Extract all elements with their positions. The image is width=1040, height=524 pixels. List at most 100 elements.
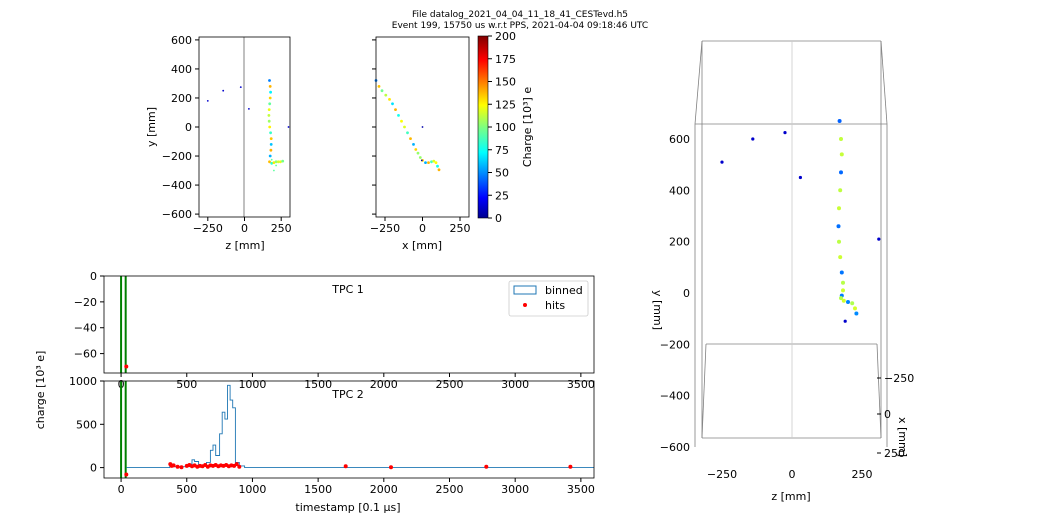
xy-track-point	[384, 93, 388, 97]
xy-x-tick-label: 0	[419, 222, 426, 235]
3d-y-tick-label: 0	[683, 287, 690, 300]
3d-track-point	[839, 152, 844, 157]
3d-scatter-point	[877, 237, 881, 241]
tpc1-x-tick-label: 1000	[238, 378, 266, 391]
tpc2-series	[120, 381, 594, 478]
zy-track-point	[269, 90, 272, 94]
3d-track-point	[850, 301, 855, 306]
colorbar-label: Charge [10³] e	[521, 87, 534, 167]
colorbar-tick-label: 175	[495, 53, 516, 66]
zy-track-point	[267, 119, 271, 123]
tpc1-hit-point	[124, 364, 129, 369]
legend-hits-label: hits	[545, 299, 565, 312]
xy-x-tick-label: −250	[370, 222, 400, 235]
3d-view-panel: −600 −400 −200 0 200 400 600 −250 0 250 −250 0 250…	[651, 40, 914, 503]
xy-track-point	[406, 131, 409, 135]
zy-y-tick-label: 400	[171, 63, 192, 76]
3d-track-point	[853, 306, 857, 311]
figure-title-line1: File datalog_2021_04_04_11_18_41_CESTevd…	[412, 10, 628, 20]
tpc1-panel-label: TPC 1	[331, 283, 364, 296]
xy-x-ticks: −250 0 250	[370, 217, 471, 235]
zy-y-tick-label: −400	[162, 179, 192, 192]
legend-hits-marker	[523, 303, 527, 307]
zy-track-point	[267, 114, 271, 117]
tpc2-hit-point	[175, 464, 180, 469]
tpc2-y-tick-label: 500	[76, 418, 97, 431]
zy-track-point	[268, 102, 272, 106]
xy-track-point	[424, 161, 427, 165]
xy-y-ticks	[372, 39, 376, 215]
tpc1-x-tick-label: 2000	[370, 378, 398, 391]
3d-track-point	[841, 280, 845, 285]
xy-track-point	[432, 159, 436, 163]
zy-scatter-point	[275, 164, 277, 167]
3d-hit-points	[720, 119, 881, 323]
3d-track-point	[839, 296, 843, 301]
xy-track-point	[391, 102, 394, 106]
tpc1-x-tick-label: 3500	[567, 378, 595, 391]
tpc1-y-tick-label: −60	[74, 348, 97, 361]
xy-track-point	[434, 161, 438, 165]
3d-track-point	[841, 298, 846, 303]
zy-track-point	[267, 108, 271, 111]
legend-binned-swatch	[513, 285, 537, 295]
xy-track-point	[409, 137, 412, 141]
tpc2-x-tick-label: 2500	[435, 483, 463, 496]
xy-track-point	[416, 151, 420, 155]
3d-scatter-point	[783, 131, 787, 135]
tpc1-x-tick-label: 500	[176, 378, 197, 391]
colorbar-tick-label: 125	[495, 98, 516, 111]
tpc1-legend: binned hits	[508, 280, 589, 317]
3d-track-point	[838, 255, 843, 260]
tpc1-x-tick-label: 2500	[435, 378, 463, 391]
zy-scatter-point	[287, 126, 290, 128]
xy-x-tick-label: 250	[450, 222, 471, 235]
3d-x-axis-label: x [mm]	[896, 417, 909, 457]
xy-projection-panel: −250 0 250 x [mm]	[370, 36, 471, 252]
3d-x-tick-label: 250	[884, 447, 905, 460]
3d-track-point	[839, 270, 844, 275]
xy-track-point	[437, 168, 441, 172]
zy-scatter-point	[270, 158, 273, 161]
tpc1-x-tick-label: 1500	[304, 378, 332, 391]
xy-track-point	[418, 156, 422, 159]
zy-track-point	[274, 160, 278, 164]
tpc2-hit-point	[389, 465, 393, 470]
tpc1-y-tick-label: −20	[74, 296, 97, 309]
tpc2-x-tick-label: 500	[176, 483, 197, 496]
3d-scatter-point	[751, 137, 755, 141]
tpc2-hit-point	[171, 463, 176, 468]
xy-track-point	[400, 119, 403, 123]
tpc2-x-tick-label: 3000	[501, 483, 529, 496]
xy-track-point	[436, 164, 439, 168]
3d-x-tick-label: −250	[884, 372, 914, 385]
xy-track-point	[412, 143, 415, 146]
xy-track-point	[394, 108, 397, 111]
3d-track-point	[846, 300, 850, 304]
tpc2-y-tick-label: 1000	[69, 375, 97, 388]
3d-track-point	[839, 137, 843, 141]
xy-track-point	[430, 160, 433, 164]
zy-track-point	[269, 143, 273, 146]
3d-y-tick-label: −600	[660, 441, 690, 454]
3d-z-tick-label: 250	[852, 468, 873, 481]
tpc2-y-ticks: 0 500 1000	[69, 375, 104, 475]
tpc2-x-tick-label: 3500	[567, 483, 595, 496]
zy-y-tick-label: 600	[171, 34, 192, 47]
zy-y-axis-label: y [mm]	[145, 107, 158, 147]
colorbar-tick-label: 200	[495, 30, 516, 43]
zy-track-point	[268, 125, 272, 129]
tpc2-x-axis-label: timestamp [0.1 μs]	[295, 501, 400, 514]
3d-scatter-point	[843, 319, 847, 323]
3d-track-point	[836, 224, 841, 229]
zy-track-point	[281, 159, 285, 163]
3d-y-tick-label: 200	[669, 236, 690, 249]
tpc2-hit-point	[237, 464, 242, 469]
zy-hit-points	[206, 79, 290, 172]
zy-track-point	[268, 79, 271, 82]
xy-track-point	[388, 98, 391, 101]
xy-track-point	[427, 161, 430, 165]
zy-track-point	[269, 137, 273, 141]
